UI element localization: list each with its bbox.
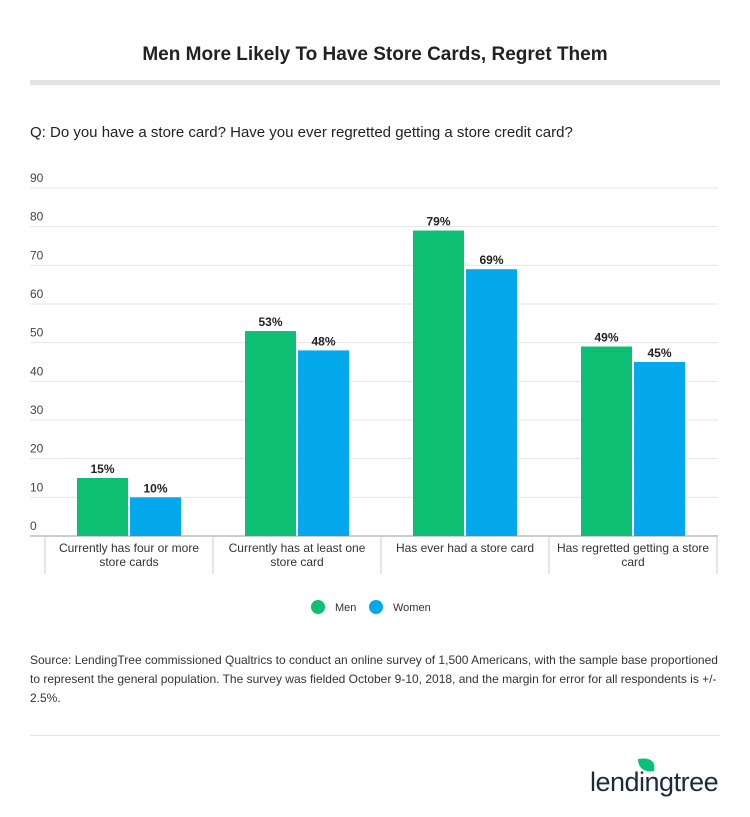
legend-label: Men xyxy=(335,602,356,614)
x-tick-label: Currently has four or more xyxy=(59,541,199,555)
y-tick-label: 50 xyxy=(30,326,44,340)
bar-chart: 0 10 20 30 40 50 60 70 80 90 Currently has four or… xyxy=(30,171,718,614)
data-label: 79% xyxy=(426,215,450,229)
bar-women xyxy=(466,269,517,536)
bar-women xyxy=(130,497,181,536)
y-tick-label: 70 xyxy=(30,248,44,262)
bar-women xyxy=(298,350,349,536)
x-tick-label: store cards xyxy=(99,555,158,569)
data-label: 53% xyxy=(258,315,282,329)
legend-label: Women xyxy=(393,602,431,614)
y-tick-label: 10 xyxy=(30,480,44,494)
svg-text:lendingtree: lendingtree xyxy=(590,767,718,797)
y-tick-label: 30 xyxy=(30,403,44,417)
title-divider xyxy=(30,80,720,85)
y-tick-label: 60 xyxy=(30,287,44,301)
x-tick-label: Currently has at least one xyxy=(229,541,366,555)
legend-marker-women xyxy=(369,600,383,614)
survey-question: Q: Do you have a store card? Have you ev… xyxy=(30,124,573,141)
data-label: 69% xyxy=(479,253,503,267)
bar-men xyxy=(413,230,464,537)
data-label: 49% xyxy=(594,331,618,345)
bar-women xyxy=(634,362,685,536)
lendingtree-logo: lendingtree xyxy=(590,757,720,802)
x-tick-label: Has ever had a store card xyxy=(396,541,534,555)
y-tick-label: 80 xyxy=(30,210,44,224)
legend-marker-men xyxy=(311,600,325,614)
data-label: 48% xyxy=(311,334,335,348)
x-tick-label: store card xyxy=(270,555,323,569)
chart-title: Men More Likely To Have Store Cards, Reg… xyxy=(142,44,608,65)
y-tick-label: 20 xyxy=(30,442,44,456)
x-tick-label: card xyxy=(621,555,644,569)
x-tick-label: Has regretted getting a store xyxy=(557,541,709,555)
y-tick-label: 90 xyxy=(30,171,44,185)
y-tick-label: 0 xyxy=(30,519,37,533)
bar-men xyxy=(245,331,296,536)
bar-men xyxy=(77,478,128,536)
data-label: 10% xyxy=(143,481,167,495)
data-label: 15% xyxy=(90,462,114,476)
bar-men xyxy=(581,346,632,536)
data-label: 45% xyxy=(647,346,671,360)
y-tick-label: 40 xyxy=(30,364,44,378)
footer-divider xyxy=(30,735,720,736)
source-note: Source: LendingTree commissioned Qualtri… xyxy=(30,653,718,705)
